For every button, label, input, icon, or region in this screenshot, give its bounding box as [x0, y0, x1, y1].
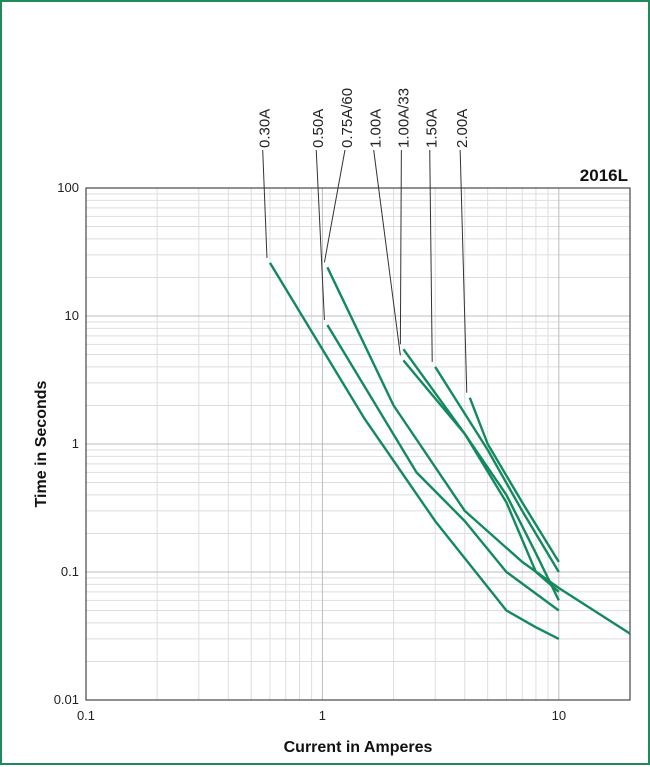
- leader-line: [459, 149, 468, 393]
- x-tick-label: 0.1: [77, 708, 95, 723]
- chart-title: 2016L: [580, 166, 628, 185]
- leader-line: [373, 149, 401, 356]
- y-axis-ticks: 0.01 0.1 1 10 100: [54, 180, 79, 707]
- y-tick-label: 1: [72, 436, 79, 451]
- leader-line: [399, 149, 402, 345]
- series-line: [402, 348, 560, 601]
- x-axis-title: Current in Amperes: [284, 739, 433, 756]
- y-tick-label: 10: [65, 308, 79, 323]
- series-label: 0.75A/60: [339, 88, 356, 148]
- series-line: [268, 262, 560, 640]
- series-label: 1.00A/33: [395, 88, 412, 148]
- series-label: 1.50A: [424, 109, 441, 148]
- leader-line: [429, 149, 433, 362]
- y-tick-label: 100: [57, 180, 79, 195]
- series-label: 0.50A: [310, 109, 327, 148]
- y-tick-label: 0.01: [54, 692, 79, 707]
- series-line: [402, 359, 560, 593]
- y-axis-title: Time in Seconds: [33, 380, 50, 507]
- series-label: 0.30A: [257, 109, 274, 148]
- series-line: [434, 366, 560, 573]
- series-line: [326, 266, 631, 635]
- y-tick-label: 0.1: [61, 564, 79, 579]
- series-group: [268, 262, 631, 640]
- x-tick-label: 10: [552, 708, 566, 723]
- series-label: 2.00A: [454, 109, 471, 148]
- leader-line: [315, 149, 325, 321]
- plot-area: [85, 187, 631, 701]
- x-axis-ticks: 0.1 1 10: [77, 708, 566, 723]
- series-line: [326, 324, 560, 612]
- leader-line: [262, 149, 268, 258]
- leader-line: [323, 149, 346, 263]
- leader-lines: [262, 149, 468, 393]
- series-line: [468, 397, 560, 563]
- series-label: 1.00A: [368, 109, 385, 148]
- series-labels: 0.30A 0.50A 0.75A/60 1.00A 1.00A/33 1.50A 2.00…: [257, 88, 472, 148]
- x-tick-label: 1: [319, 708, 326, 723]
